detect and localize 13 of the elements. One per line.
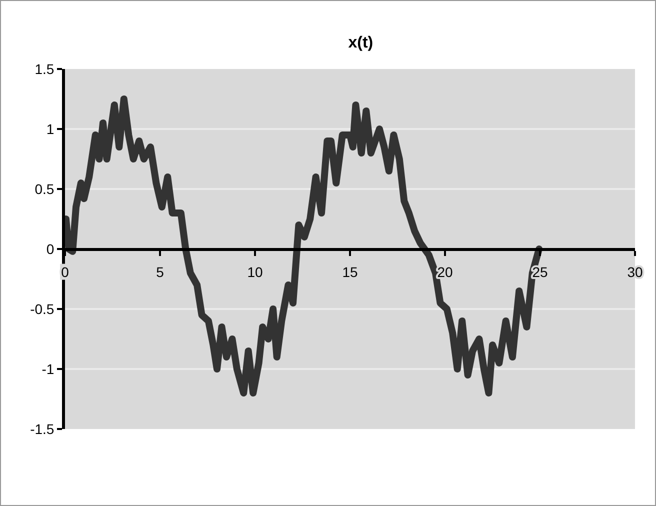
y-tick-label: 0 — [46, 240, 54, 257]
x-tick-label: 10 — [247, 264, 263, 280]
y-tick-label: 0.5 — [34, 180, 54, 197]
x-tick-label: 30 — [627, 264, 643, 280]
x-tick-label: 5 — [156, 264, 164, 280]
x-tick-label: 20 — [437, 264, 453, 280]
y-tick-label: -0.5 — [30, 300, 54, 317]
x-tick-label: 15 — [342, 264, 358, 280]
y-tick-label: -1 — [42, 360, 54, 377]
y-tick-label: -1.5 — [30, 420, 54, 437]
y-tick-label: 1.5 — [34, 60, 54, 77]
chart-title: x(t) — [348, 34, 374, 52]
y-tick-label: 1 — [46, 120, 54, 137]
